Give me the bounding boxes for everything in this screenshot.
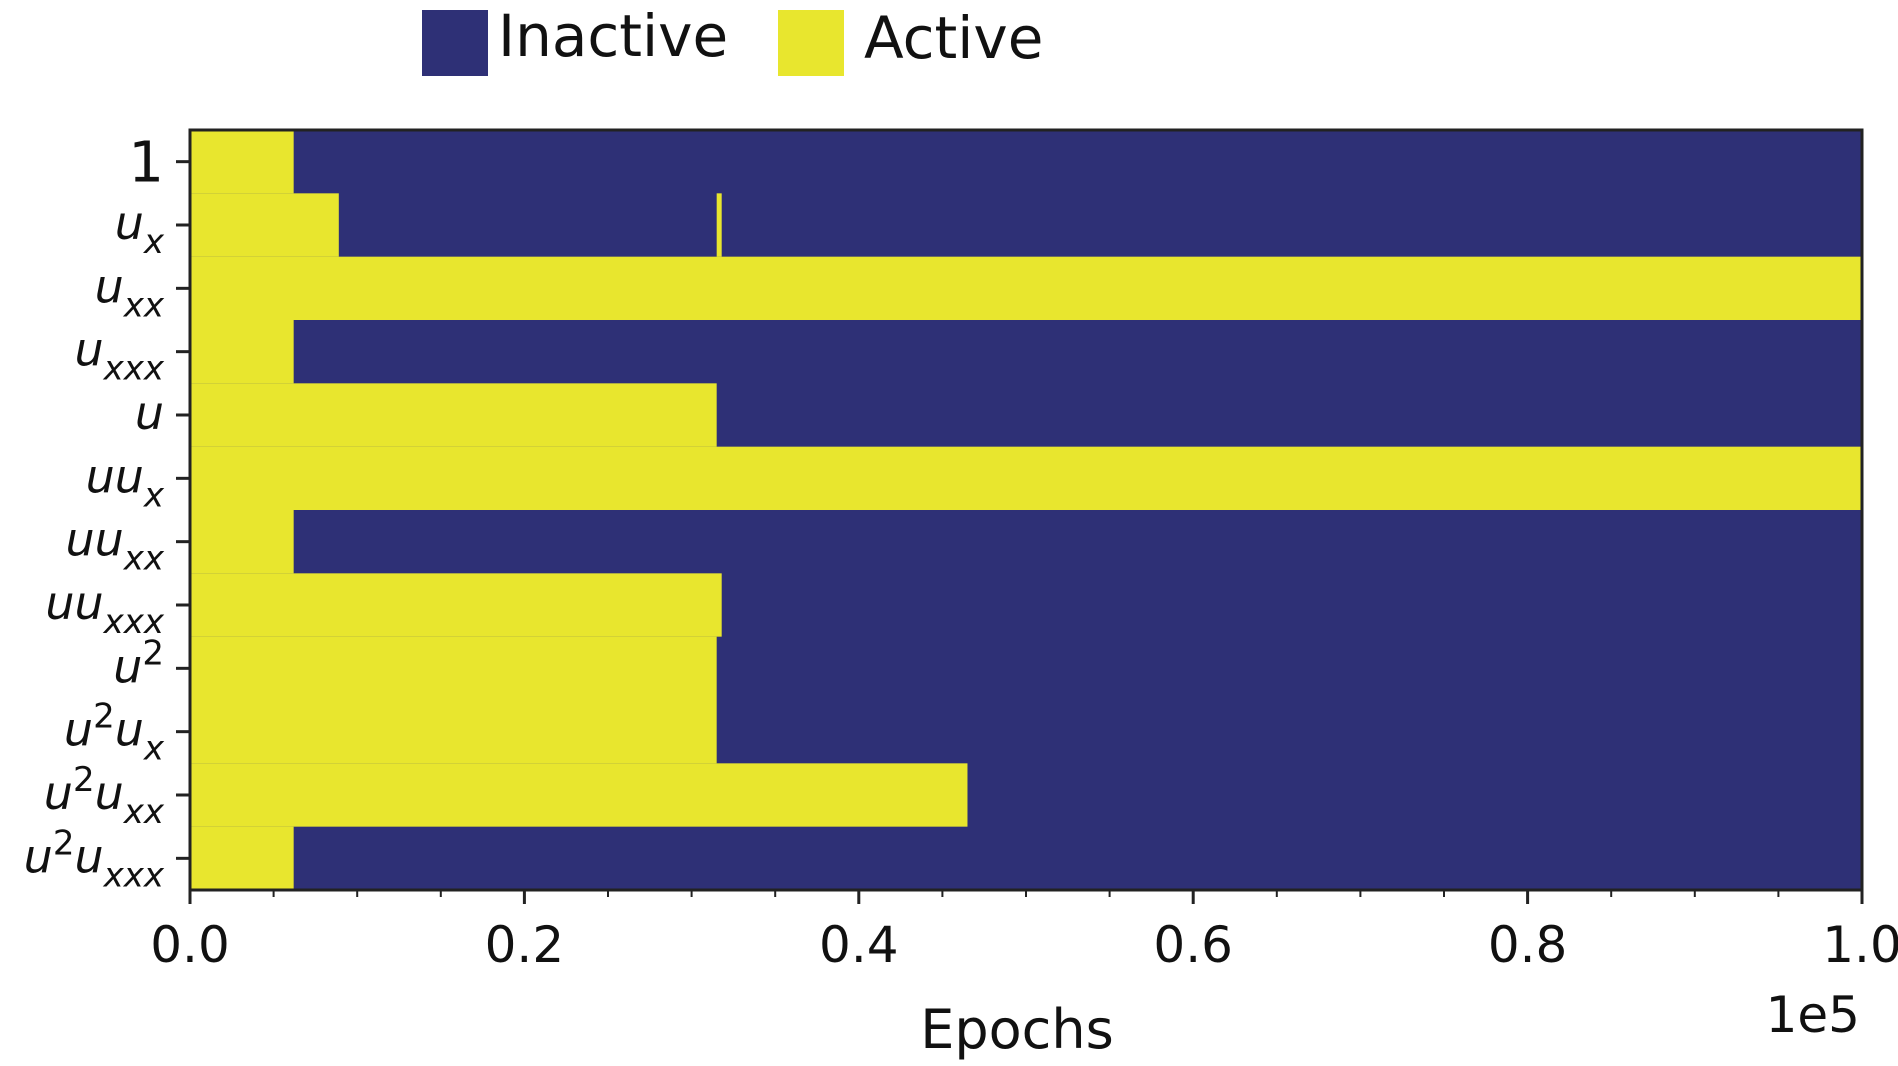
x-tick-label-2: 0.4	[819, 916, 899, 974]
heatmap-cells	[190, 130, 1862, 891]
x-tick-label-3: 0.6	[1153, 916, 1233, 974]
cell-active-uux-0	[190, 446, 1862, 511]
x-tick-label-0: 0.0	[150, 916, 230, 974]
y-tick-label-uuxx: uuxx	[65, 513, 164, 579]
cell-active-u2uxx-0	[190, 763, 968, 828]
cell-inactive-1	[190, 130, 1862, 194]
cell-active-uuxxx-0	[190, 573, 722, 638]
y-tick-label-uxxx: uxxx	[74, 323, 164, 389]
y-tick-label-u2: u2	[113, 633, 164, 693]
x-tick-label-5: 1.0	[1822, 916, 1898, 974]
legend-label-inactive: Inactive	[498, 2, 728, 70]
cell-active-ux-1	[716, 193, 722, 258]
cell-inactive-ux	[190, 193, 1862, 258]
y-tick-label-ux: ux	[115, 196, 165, 262]
x-axis: 0.0 0.2 0.4 0.6 0.8 1.0	[150, 890, 1898, 974]
legend: Inactive Active	[422, 2, 1043, 76]
y-tick-label-u2ux: u2ux	[64, 697, 165, 769]
legend-swatch-inactive	[422, 10, 488, 76]
y-tick-label-1: 1	[128, 131, 164, 196]
cell-inactive-uuxx	[190, 510, 1862, 574]
x-tick-label-1: 0.2	[485, 916, 565, 974]
cell-active-uxxx-0	[190, 320, 294, 384]
cell-active-u-0	[190, 383, 717, 448]
legend-label-active: Active	[864, 4, 1043, 72]
y-tick-label-uuxxx: uuxxx	[45, 576, 165, 642]
cell-active-u2uxxx-0	[190, 826, 294, 891]
y-tick-label-u: u	[135, 386, 164, 440]
cell-inactive-uxxx	[190, 320, 1862, 384]
x-tick-label-4: 0.8	[1488, 916, 1568, 974]
x-axis-offset-label: 1e5	[1766, 986, 1860, 1044]
y-tick-label-uxx: uxx	[95, 259, 165, 325]
cell-active-uuxx-0	[190, 510, 294, 574]
cell-active-u2ux-0	[190, 700, 717, 764]
cell-active-u2-0	[190, 636, 717, 701]
cell-inactive-u2uxxx	[190, 826, 1862, 891]
x-axis-title: Epochs	[920, 998, 1113, 1061]
cell-active-1-0	[190, 130, 294, 194]
y-tick-label-uux: uux	[86, 449, 165, 515]
legend-swatch-active	[778, 10, 844, 76]
cell-active-uxx-0	[190, 256, 1862, 321]
y-tick-label-u2uxxx: u2uxxx	[24, 823, 165, 895]
cell-active-ux-0	[190, 193, 339, 258]
y-tick-label-u2uxx: u2uxx	[44, 760, 165, 832]
